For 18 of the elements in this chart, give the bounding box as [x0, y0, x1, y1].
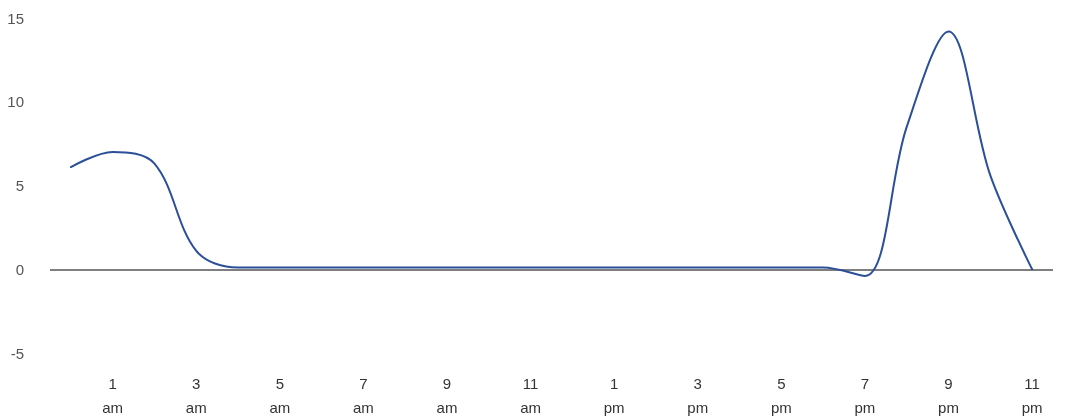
y-tick-label: 15 [7, 9, 24, 27]
x-tick-label: 9 am [436, 374, 458, 416]
y-tick-label: -5 [10, 344, 24, 362]
x-tick-label: 11 am [520, 374, 542, 416]
x-tick-label: 7 pm [854, 374, 876, 416]
x-tick-label: 5 am [269, 374, 291, 416]
x-tick-label: 1 am [102, 374, 124, 416]
x-tick-label: 5 pm [770, 374, 792, 416]
x-tick-label: 1 pm [603, 374, 625, 416]
x-tick-label: 7 am [353, 374, 374, 416]
y-tick-label: 10 [7, 93, 24, 111]
x-tick-label: 11 pm [1021, 374, 1043, 416]
y-tick-label: 0 [15, 260, 24, 278]
x-tick-label: 3 pm [687, 374, 709, 416]
x-tick-label: 9 pm [938, 374, 959, 416]
x-tick-label: 3 am [185, 374, 207, 416]
y-tick-label: 5 [15, 177, 24, 194]
line-series [69, 30, 1034, 277]
